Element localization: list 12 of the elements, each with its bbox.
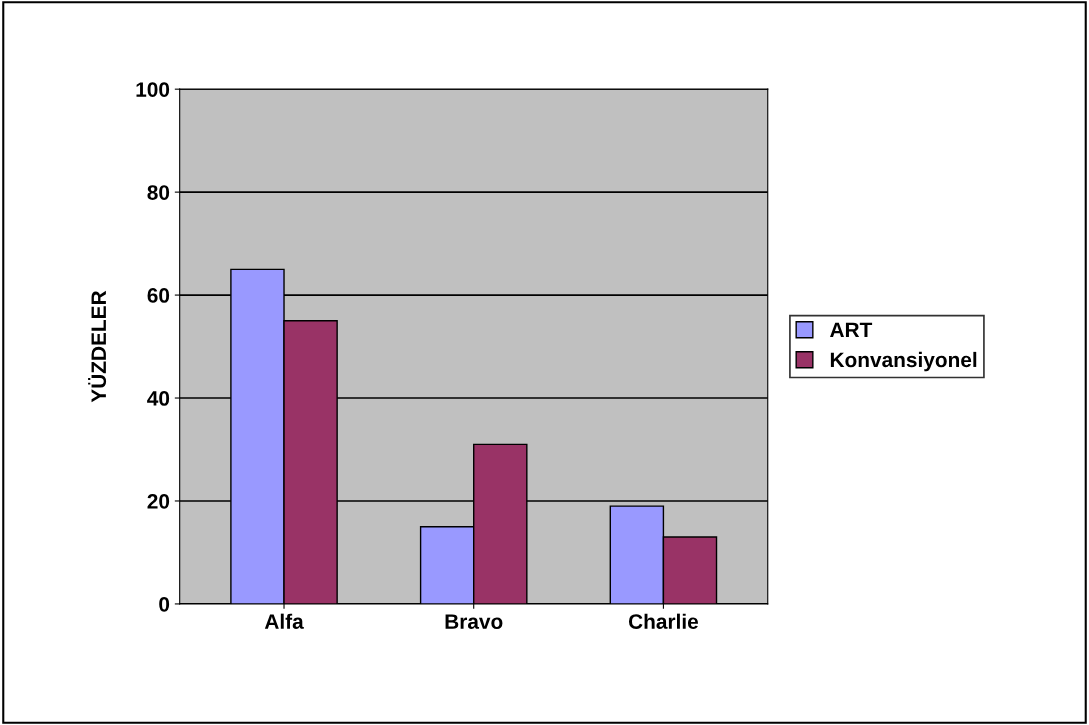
legend-label: Konvansiyonel (830, 351, 977, 372)
y-tick-label: 80 (147, 185, 170, 200)
y-axis-title: YÜZDELER (88, 290, 107, 403)
legend-label: ART (830, 322, 873, 338)
y-tick-label: 0 (159, 596, 170, 612)
y-tick-label: 20 (147, 493, 170, 509)
x-tick-label: Charlie (628, 613, 699, 629)
y-tick-label: 40 (147, 391, 170, 406)
x-tick-label: Bravo (445, 614, 503, 629)
x-tick-label: Alfa (264, 613, 304, 629)
y-tick-label: 60 (147, 288, 170, 303)
y-tick-label: 100 (136, 82, 170, 97)
